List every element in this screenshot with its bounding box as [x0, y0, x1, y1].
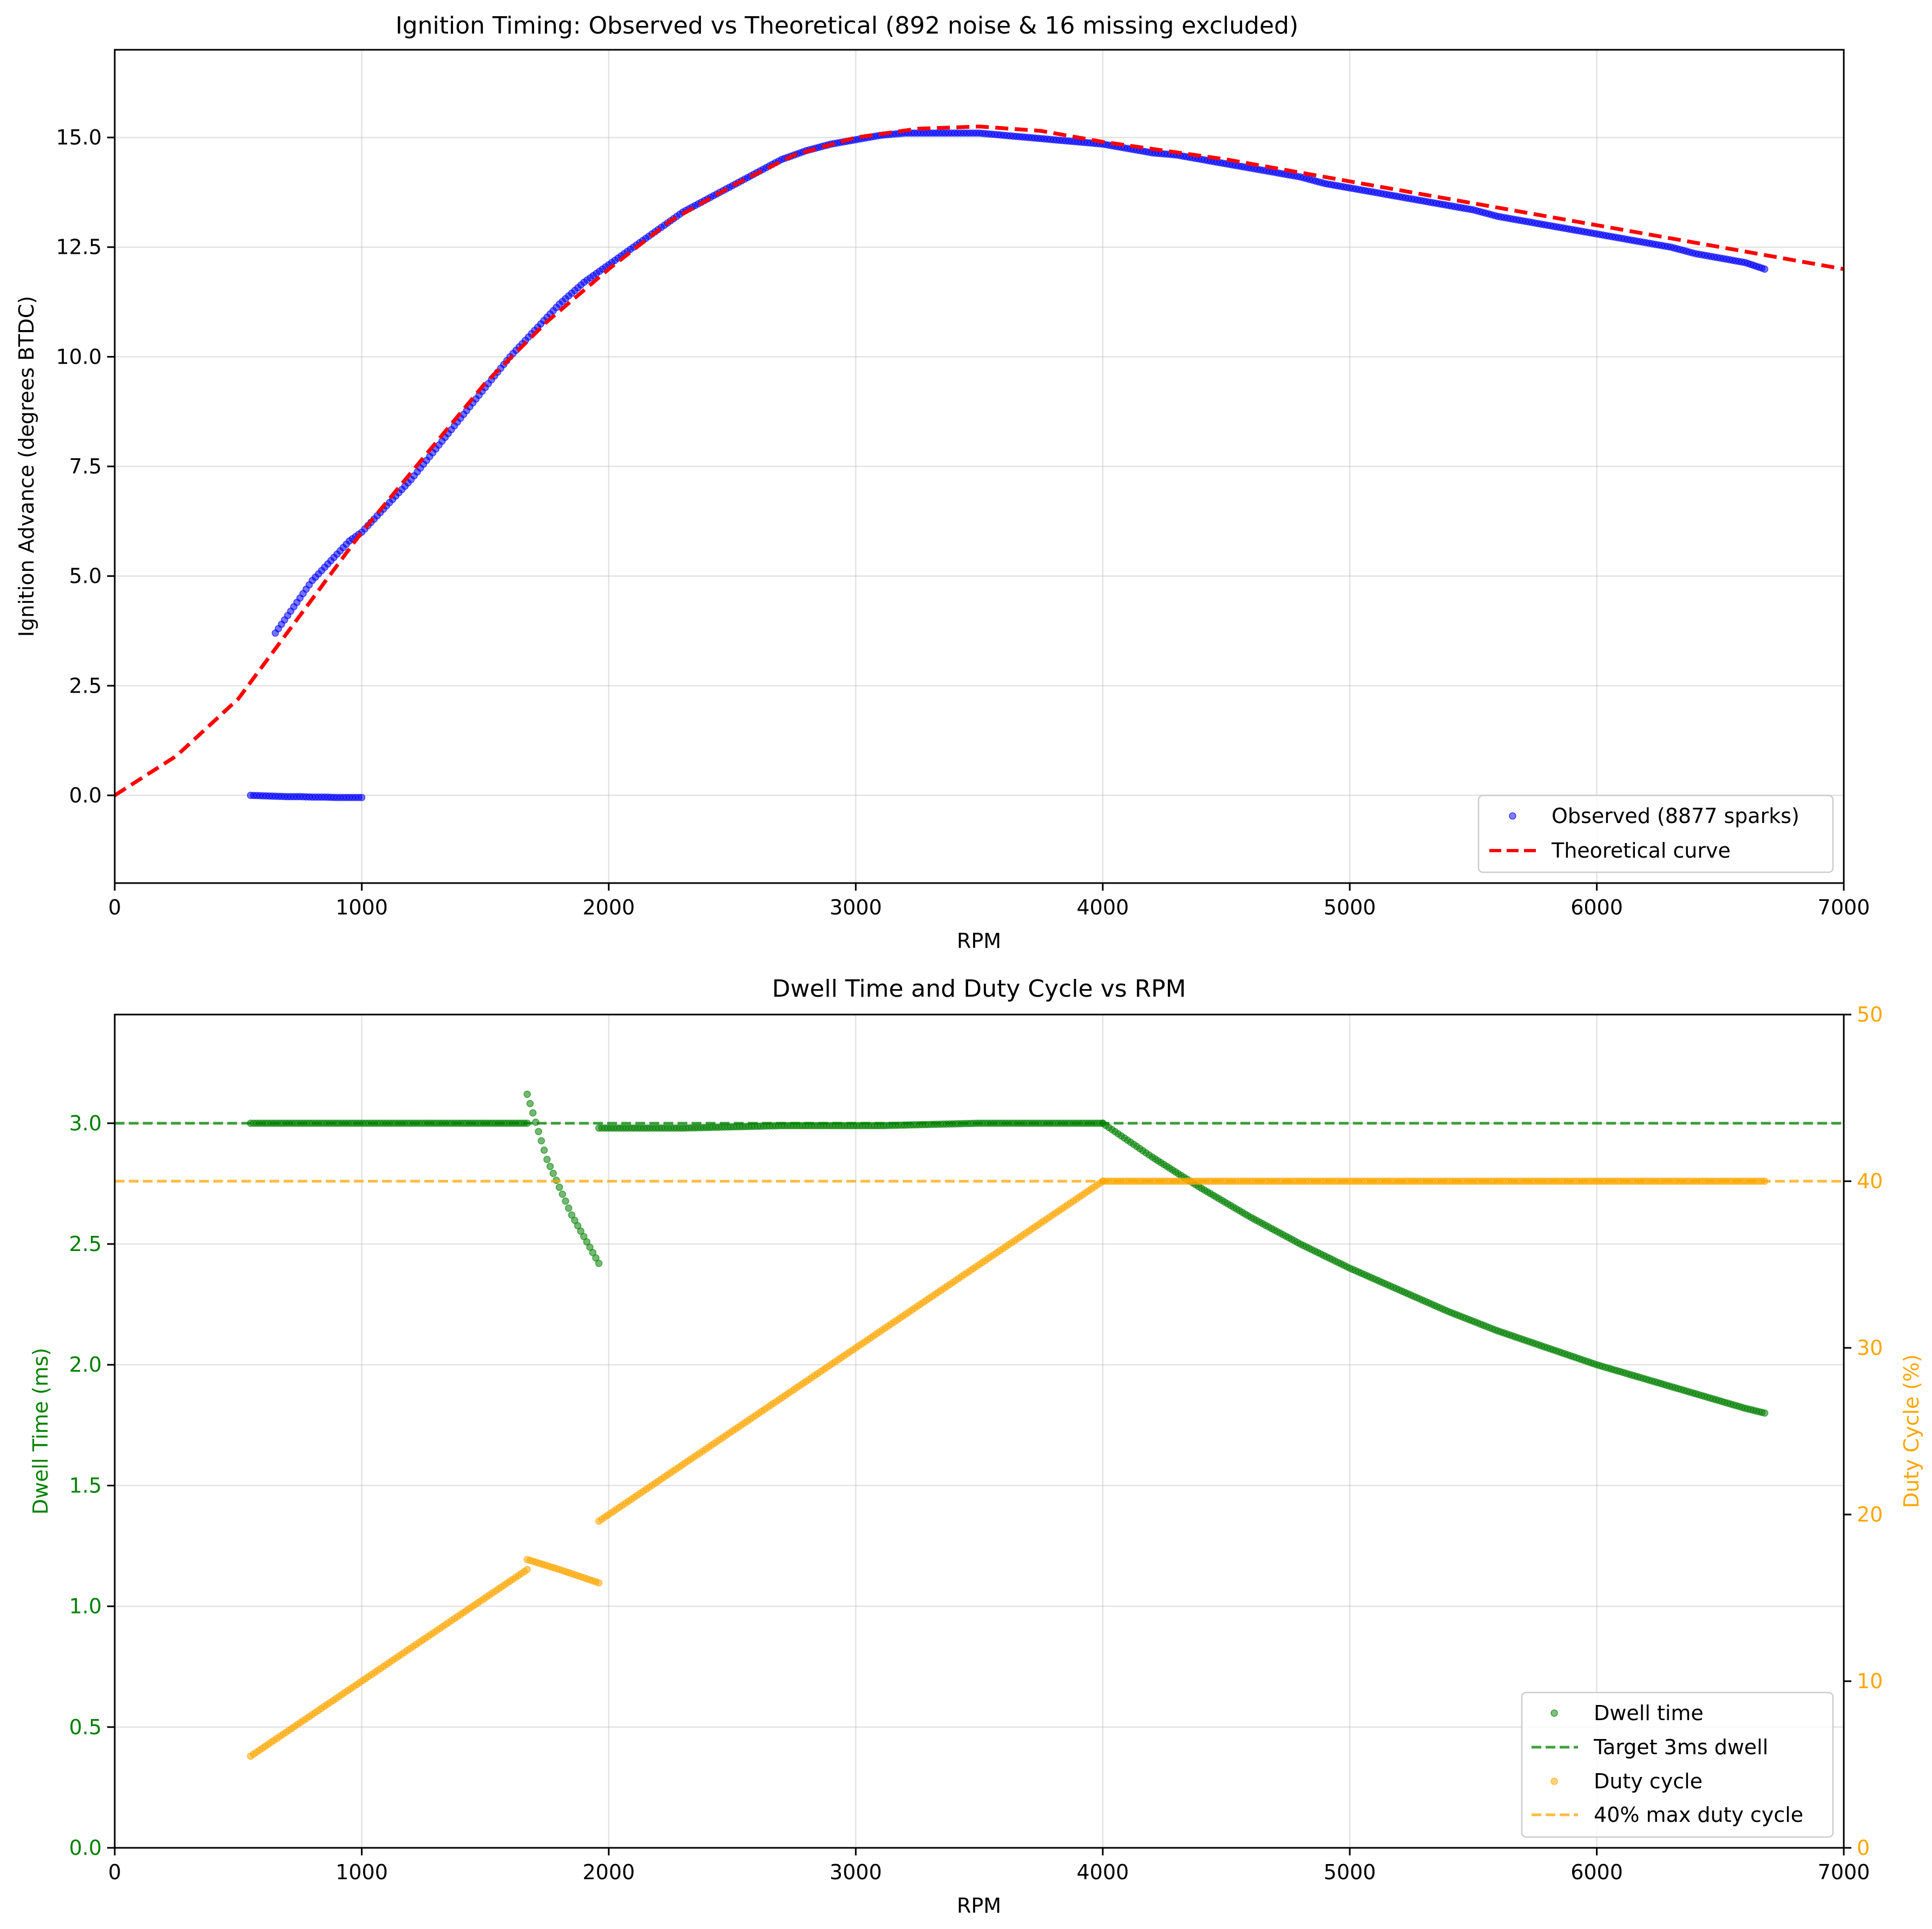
scatter-point	[583, 1238, 591, 1246]
scatter-point	[529, 1109, 537, 1117]
x-tick-label: 3000	[830, 1860, 882, 1884]
dwell-duty-chart: Dwell Time and Duty Cycle vs RPM 0 1000 20…	[29, 975, 1923, 1918]
x-axis-label: RPM	[957, 929, 1001, 953]
scatter-point	[358, 794, 366, 801]
right-y-tick-label: 50	[1857, 1003, 1883, 1026]
scatter-point	[595, 1260, 603, 1267]
x-tick-label: 5000	[1324, 1860, 1376, 1884]
scatter-point	[537, 1137, 546, 1145]
left-y-axis-label: Dwell Time (ms)	[29, 1348, 52, 1515]
scatter-point	[523, 1565, 531, 1574]
scatter-point	[1761, 265, 1769, 273]
y-tick-label: 5.0	[69, 564, 102, 588]
y-tick-label: 1.0	[69, 1595, 102, 1618]
legend-label-duty: Duty cycle	[1594, 1769, 1703, 1793]
x-tick-label: 0	[108, 896, 121, 919]
legend: Observed (8877 sparks) Theoretical curve	[1477, 794, 1834, 873]
x-axis-ticks: 0 1000 2000 3000 4000 5000 6000 7000	[108, 883, 1870, 919]
y-tick-label: 15.0	[56, 126, 102, 149]
y-axis-label: Ignition Advance (degrees BTDC)	[15, 296, 38, 637]
legend-label-target-dwell: Target 3ms dwell	[1593, 1735, 1768, 1759]
right-y-tick-label: 40	[1857, 1169, 1883, 1193]
scatter-point	[543, 1156, 551, 1163]
scatter-point	[555, 1183, 563, 1191]
series-theoretical-curve	[114, 124, 1844, 797]
scatter-point	[595, 1579, 603, 1587]
x-tick-label: 2000	[582, 896, 635, 919]
right-y-tick-label: 20	[1857, 1503, 1883, 1526]
scatter-point	[592, 1254, 600, 1262]
x-axis-label: RPM	[957, 1894, 1001, 1918]
scatter-point	[574, 1222, 582, 1230]
x-tick-label: 5000	[1324, 896, 1376, 919]
y-tick-label: 1.5	[69, 1473, 102, 1497]
legend-marker-duty	[1550, 1777, 1558, 1785]
right-y-tick-label: 30	[1857, 1336, 1883, 1360]
y-tick-label: 0.0	[69, 784, 102, 807]
scatter-point	[549, 1169, 557, 1177]
legend-box	[1521, 1691, 1834, 1838]
scatter-point	[580, 1233, 588, 1240]
y-tick-label: 12.5	[56, 235, 102, 259]
y-tick-label: 0.0	[69, 1836, 102, 1860]
series-line	[114, 124, 1844, 797]
legend: Dwell time Target 3ms dwell Duty cycle 4…	[1521, 1691, 1834, 1838]
scatter-point	[589, 1249, 597, 1256]
x-tick-label: 1000	[336, 896, 388, 919]
plot-data	[115, 1090, 1844, 1760]
scatter-point	[546, 1162, 554, 1170]
x-tick-label: 2000	[582, 1860, 635, 1884]
right-y-axis-ticks: 0 10 20 30 40 50	[1844, 1003, 1883, 1860]
y-tick-label: 7.5	[69, 455, 102, 478]
scatter-point	[564, 1204, 573, 1212]
ignition-timing-chart: Ignition Timing: Observed vs Theoretical…	[15, 12, 1870, 953]
series-dwell-time	[247, 1090, 1769, 1417]
y-tick-label: 0.5	[69, 1715, 102, 1739]
right-y-axis-label: Duty Cycle (%)	[1900, 1354, 1923, 1509]
legend-marker-observed	[1509, 812, 1516, 820]
scatter-point	[535, 1128, 542, 1135]
scatter-point	[523, 1090, 531, 1098]
x-tick-label: 1000	[336, 1860, 388, 1884]
x-tick-label: 4000	[1076, 1860, 1129, 1884]
x-tick-label: 6000	[1570, 1860, 1623, 1884]
chart-title: Ignition Timing: Observed vs Theoretical…	[396, 12, 1299, 39]
right-y-tick-label: 10	[1857, 1669, 1883, 1693]
x-tick-label: 6000	[1570, 896, 1623, 919]
legend-box	[1477, 794, 1834, 873]
scatter-point	[1761, 1409, 1769, 1417]
legend-label-theoretical: Theoretical curve	[1551, 839, 1731, 863]
series-duty-cycle	[247, 1177, 1769, 1760]
chart-title: Dwell Time and Duty Cycle vs RPM	[772, 975, 1186, 1003]
x-tick-label: 0	[108, 1860, 121, 1884]
scatter-point	[568, 1211, 576, 1219]
y-tick-label: 2.5	[69, 674, 102, 697]
y-tick-label: 10.0	[56, 345, 102, 368]
x-tick-label: 7000	[1818, 896, 1870, 919]
y-tick-label: 2.5	[69, 1232, 102, 1256]
scatter-point	[526, 1100, 534, 1108]
scatter-point	[558, 1190, 567, 1198]
legend-label-observed: Observed (8877 sparks)	[1552, 804, 1799, 828]
scatter-point	[577, 1227, 584, 1235]
legend-label-max-duty: 40% max duty cycle	[1594, 1803, 1803, 1827]
legend-label-dwell: Dwell time	[1594, 1701, 1704, 1725]
right-y-tick-label: 0	[1857, 1836, 1870, 1860]
scatter-point	[562, 1197, 569, 1205]
y-tick-label: 3.0	[69, 1111, 102, 1135]
scatter-point	[540, 1146, 548, 1154]
left-y-axis-ticks: 0.0 0.5 1.0 1.5 2.0 2.5 3.0	[69, 1111, 115, 1860]
y-axis-ticks: 0.0 2.5 5.0 7.5 10.0 12.5 15.0	[56, 126, 115, 807]
plot-data	[114, 124, 1844, 801]
legend-marker-dwell	[1550, 1709, 1558, 1717]
plot-frame	[114, 1013, 1845, 1849]
x-tick-label: 3000	[830, 896, 882, 919]
series-observed-8877-sparks	[247, 129, 1769, 801]
y-tick-label: 2.0	[69, 1353, 102, 1377]
x-tick-label: 4000	[1076, 896, 1129, 919]
x-tick-label: 7000	[1818, 1860, 1870, 1884]
x-axis-ticks: 0 1000 2000 3000 4000 5000 6000 7000	[108, 1848, 1870, 1884]
